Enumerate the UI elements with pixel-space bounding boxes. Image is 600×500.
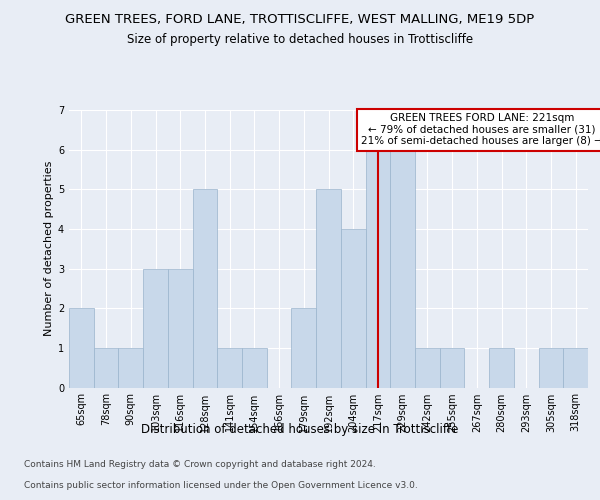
Text: GREEN TREES, FORD LANE, TROTTISCLIFFE, WEST MALLING, ME19 5DP: GREEN TREES, FORD LANE, TROTTISCLIFFE, W… [65, 12, 535, 26]
Bar [440, 348, 464, 388]
Bar [193, 190, 217, 388]
Bar [341, 229, 365, 388]
Bar [292, 308, 316, 388]
Bar [365, 150, 390, 388]
Bar [316, 190, 341, 388]
Bar [390, 150, 415, 388]
Bar [563, 348, 588, 388]
Bar [118, 348, 143, 388]
Bar [415, 348, 440, 388]
Bar [168, 268, 193, 388]
Bar [242, 348, 267, 388]
Bar [143, 268, 168, 388]
Text: Contains public sector information licensed under the Open Government Licence v3: Contains public sector information licen… [24, 481, 418, 490]
Bar [217, 348, 242, 388]
Text: Contains HM Land Registry data © Crown copyright and database right 2024.: Contains HM Land Registry data © Crown c… [24, 460, 376, 469]
Bar [94, 348, 118, 388]
Text: GREEN TREES FORD LANE: 221sqm
← 79% of detached houses are smaller (31)
21% of s: GREEN TREES FORD LANE: 221sqm ← 79% of d… [361, 113, 600, 146]
Bar [539, 348, 563, 388]
Text: Size of property relative to detached houses in Trottiscliffe: Size of property relative to detached ho… [127, 32, 473, 46]
Text: Distribution of detached houses by size in Trottiscliffe: Distribution of detached houses by size … [142, 422, 458, 436]
Bar [489, 348, 514, 388]
Bar [69, 308, 94, 388]
Y-axis label: Number of detached properties: Number of detached properties [44, 161, 54, 336]
